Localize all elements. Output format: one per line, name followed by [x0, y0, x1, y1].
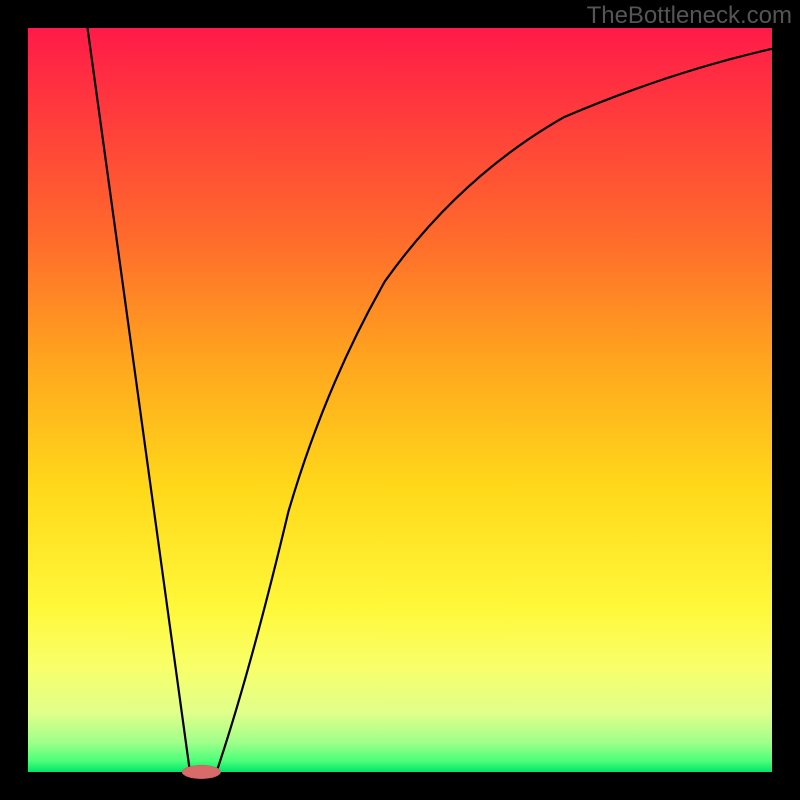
optimal-marker	[182, 765, 221, 778]
bottleneck-chart	[0, 0, 800, 800]
watermark-text: TheBottleneck.com	[587, 2, 792, 30]
chart-container: TheBottleneck.com	[0, 0, 800, 800]
